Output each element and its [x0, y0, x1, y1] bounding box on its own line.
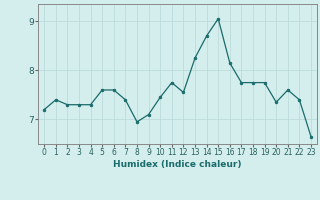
X-axis label: Humidex (Indice chaleur): Humidex (Indice chaleur)	[113, 160, 242, 169]
